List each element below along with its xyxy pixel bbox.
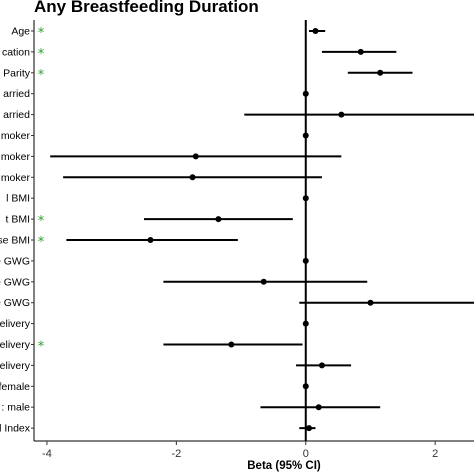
beta-point — [377, 69, 384, 76]
x-axis-label: Beta (95% CI) — [247, 460, 321, 472]
row-label: moker — [1, 172, 31, 184]
row-label: cation — [2, 46, 30, 58]
row-label: l Index — [0, 423, 31, 435]
forest-row: arried — [3, 88, 309, 100]
beta-point — [302, 132, 309, 139]
axes — [33, 20, 474, 442]
beta-point — [306, 425, 312, 432]
row-label: t BMI — [5, 214, 30, 226]
beta-point — [189, 174, 196, 181]
significance-star: * — [38, 47, 45, 62]
beta-point — [147, 237, 154, 243]
beta-point — [302, 195, 309, 202]
forest-row: l Index — [0, 423, 316, 435]
row-label: se BMI — [0, 235, 30, 247]
forest-row: elivery — [0, 360, 352, 372]
forest-row: se BMI * — [0, 235, 238, 250]
x-tick-label: -2 — [171, 448, 181, 460]
beta-point — [215, 216, 222, 223]
beta-point — [315, 404, 322, 411]
beta-point — [302, 257, 309, 264]
x-tick-label: 0 — [303, 448, 309, 460]
forest-row: e GWG — [0, 276, 368, 288]
significance-star: * — [38, 214, 45, 229]
forest-row: female — [0, 381, 309, 393]
row-label: e GWG — [0, 297, 30, 309]
row-label: arried — [3, 109, 30, 121]
x-ticks: -4 -2 0 2 — [42, 441, 438, 460]
forest-row: moker — [1, 172, 322, 184]
beta-point — [318, 362, 325, 369]
beta-point — [192, 153, 199, 160]
significance-star: * — [38, 68, 45, 83]
chart-title: Any Breastfeeding Duration — [34, 0, 259, 16]
forest-row: e GWG — [0, 297, 474, 309]
row-label: moker — [1, 151, 31, 163]
forest-row: cation * — [2, 46, 397, 62]
row-label: arried — [3, 88, 30, 100]
x-tick-label: -4 — [42, 448, 52, 460]
row-label: elivery — [0, 318, 31, 330]
forest-row: elivery — [0, 318, 309, 330]
row-label: elivery — [0, 360, 31, 372]
beta-point — [338, 111, 345, 118]
forest-row: t BMI * — [5, 214, 293, 229]
forest-row: Parity * — [3, 67, 413, 83]
row-label: female — [0, 381, 30, 393]
forest-row: l BMI — [6, 193, 309, 205]
row-label: e GWG — [0, 255, 30, 267]
forest-row: e GWG — [0, 255, 309, 267]
row-label: Age — [11, 26, 30, 38]
rows: Age * cation * Parity * arried arried moker moker… — [0, 26, 474, 435]
x-tick-label: 2 — [432, 448, 438, 460]
row-label: moker — [1, 130, 31, 142]
row-label: : male — [1, 402, 30, 414]
row-label: l BMI — [6, 193, 30, 205]
beta-point — [302, 320, 309, 327]
forest-row: moker — [1, 151, 342, 163]
beta-point — [357, 48, 364, 55]
beta-point — [302, 383, 309, 390]
beta-point — [228, 341, 235, 348]
forest-row: : male — [1, 402, 381, 414]
row-label: Parity — [3, 67, 31, 79]
forest-row: Age * — [11, 26, 326, 41]
beta-point — [302, 90, 309, 97]
beta-point — [367, 299, 374, 306]
beta-point — [260, 278, 267, 285]
row-label: e GWG — [0, 276, 30, 288]
beta-point — [312, 28, 319, 34]
forest-row: moker — [1, 130, 309, 142]
row-label: elivery — [0, 339, 31, 351]
significance-star: * — [38, 235, 45, 250]
significance-star: * — [38, 340, 45, 355]
forest-row: arried — [3, 109, 474, 121]
significance-star: * — [38, 26, 45, 41]
forest-row: elivery * — [0, 339, 303, 355]
